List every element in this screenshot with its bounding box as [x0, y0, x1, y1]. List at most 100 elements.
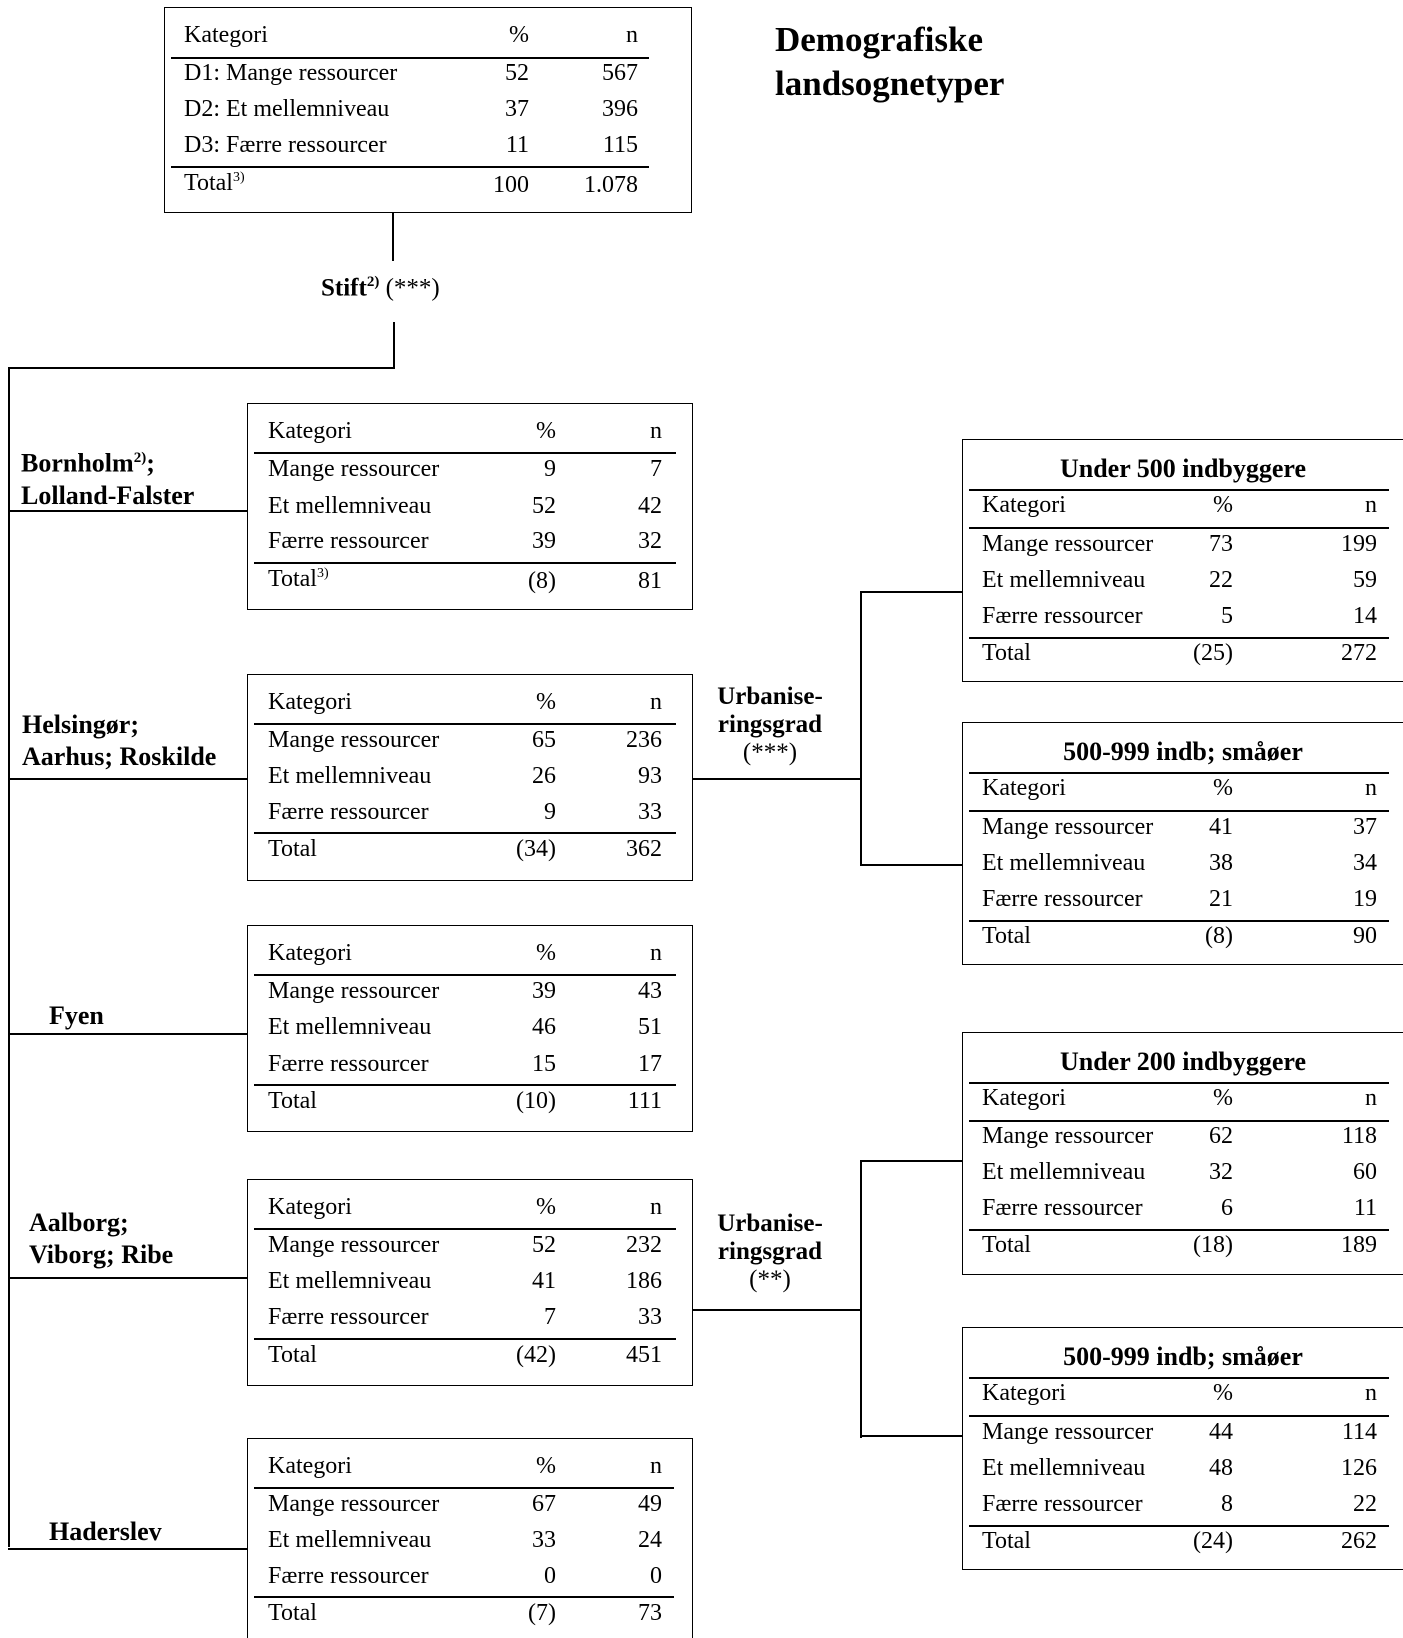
- urb2-horizontal-in: [693, 1309, 862, 1311]
- total-label: Total: [268, 836, 317, 862]
- header-rule: [254, 1228, 676, 1230]
- header-percent: %: [536, 689, 556, 715]
- branch-label-5: Haderslev: [49, 1517, 162, 1546]
- total-percent: (10): [516, 1088, 556, 1114]
- header-rule: [969, 810, 1389, 812]
- urb1-horizontal-in: [693, 778, 862, 780]
- root-row-3-label: D3: Færre ressourcer: [184, 132, 387, 158]
- subtable-3: Under 200 indbyggere Kategori % n Mange …: [962, 1032, 1403, 1275]
- total-rule: [254, 562, 676, 564]
- title-line-1: Demografiske: [775, 20, 984, 59]
- header-rule: [969, 1120, 1389, 1122]
- urb2-vertical: [860, 1160, 862, 1438]
- title-rule: [969, 1377, 1389, 1379]
- urb-label-line-2: ringsgrad: [717, 1238, 823, 1265]
- connector-root-down: [392, 213, 394, 261]
- subtable-4: 500-999 indb; småøer Kategori % n Mange …: [962, 1327, 1403, 1570]
- header-percent: %: [536, 940, 556, 966]
- total-n: 272: [1341, 640, 1377, 666]
- row-3-percent: 7: [544, 1304, 556, 1330]
- header-n: n: [650, 1194, 662, 1220]
- row-2-percent: 32: [1209, 1159, 1233, 1185]
- row-1-n: 43: [638, 978, 662, 1004]
- total-n: 81: [638, 568, 662, 594]
- branch-line-3: [8, 1033, 248, 1035]
- total-n: 362: [626, 836, 662, 862]
- root-header-kategori: Kategori: [184, 22, 268, 48]
- row-2-percent: 22: [1209, 567, 1233, 593]
- total-rule: [969, 920, 1389, 922]
- subtable-2: 500-999 indb; småøer Kategori % n Mange …: [962, 722, 1403, 965]
- row-3-percent: 6: [1221, 1195, 1233, 1221]
- branch-label-1: Bornholm2); Lolland-Falster: [21, 448, 195, 510]
- root-row-1-percent: 52: [505, 60, 529, 86]
- row-2-label: Et mellemniveau: [268, 1014, 432, 1040]
- header-n: n: [650, 418, 662, 444]
- total-n: 262: [1341, 1528, 1377, 1554]
- total-rule: [254, 1596, 674, 1598]
- row-3-n: 19: [1353, 886, 1377, 912]
- row-3-label: Færre ressourcer: [982, 603, 1143, 629]
- row-2-n: 51: [638, 1014, 662, 1040]
- row-1-label: Mange ressourcer: [268, 978, 440, 1004]
- urb1-vertical: [860, 591, 862, 866]
- header-rule: [254, 974, 676, 976]
- root-total-footnote: 3): [232, 170, 245, 185]
- root-table: Kategori % n D1: Mange ressourcer 52 567…: [164, 7, 692, 213]
- urb-label-line-1: Urbanise-: [717, 1210, 823, 1237]
- row-2-label: Et mellemniveau: [982, 850, 1146, 876]
- row-3-n: 0: [650, 1563, 662, 1589]
- header-kategori: Kategori: [268, 689, 352, 715]
- row-1-label: Mange ressourcer: [982, 1419, 1154, 1445]
- header-kategori: Kategori: [268, 940, 352, 966]
- total-label: Total: [268, 1088, 317, 1114]
- row-3-n: 11: [1353, 1195, 1377, 1221]
- row-2-percent: 33: [532, 1527, 556, 1553]
- header-n: n: [650, 689, 662, 715]
- branch-label-2: Helsingør; Aarhus; Roskilde: [22, 710, 217, 771]
- row-3-n: 22: [1353, 1491, 1377, 1517]
- total-percent: (8): [1205, 923, 1233, 949]
- total-label: Total: [982, 640, 1031, 666]
- row-3-n: 14: [1353, 603, 1377, 629]
- row-1-n: 199: [1341, 531, 1377, 557]
- row-1-label: Mange ressourcer: [982, 531, 1154, 557]
- header-n: n: [1365, 492, 1377, 518]
- total-label: Total: [982, 1232, 1031, 1258]
- row-1-n: 49: [638, 1491, 662, 1517]
- header-percent: %: [1213, 775, 1233, 801]
- row-3-percent: 21: [1209, 886, 1233, 912]
- connector-stift-down: [393, 322, 395, 368]
- row-3-n: 32: [638, 528, 662, 554]
- header-kategori: Kategori: [268, 1453, 352, 1479]
- root-header-n: n: [626, 22, 638, 48]
- row-1-percent: 73: [1209, 531, 1233, 557]
- total-percent: (7): [528, 1600, 556, 1626]
- header-percent: %: [1213, 1380, 1233, 1406]
- row-3-label: Færre ressourcer: [268, 528, 429, 554]
- urb-significance: (***): [742, 739, 798, 766]
- row-1-label: Mange ressourcer: [982, 1123, 1154, 1149]
- root-row-1-n: 567: [602, 60, 638, 86]
- root-row-3-percent: 11: [505, 132, 529, 158]
- row-3-percent: 9: [544, 799, 556, 825]
- urbanisation-split-1: Urbanise- ringsgrad (***): [700, 683, 840, 767]
- row-3-percent: 0: [544, 1563, 556, 1589]
- header-percent: %: [1213, 1085, 1233, 1111]
- row-2-n: 34: [1353, 850, 1377, 876]
- row-2-label: Et mellemniveau: [268, 1527, 432, 1553]
- subtable-title: 500-999 indb; småøer: [1063, 737, 1303, 766]
- urb1-branch-bottom: [860, 864, 962, 866]
- total-rule: [969, 1229, 1389, 1231]
- row-1-label: Mange ressourcer: [268, 727, 440, 753]
- subtable-title: Under 200 indbyggere: [1059, 1047, 1307, 1076]
- row-3-percent: 5: [1221, 603, 1233, 629]
- root-row-2-label: D2: Et mellemniveau: [184, 96, 390, 122]
- row-2-n: 60: [1353, 1159, 1377, 1185]
- row-3-percent: 39: [532, 528, 556, 554]
- row-3-n: 33: [638, 799, 662, 825]
- row-2-percent: 48: [1209, 1455, 1233, 1481]
- row-1-n: 236: [626, 727, 662, 753]
- branch-table-5: Kategori % n Mange ressourcer 67 49 Et m…: [247, 1438, 693, 1638]
